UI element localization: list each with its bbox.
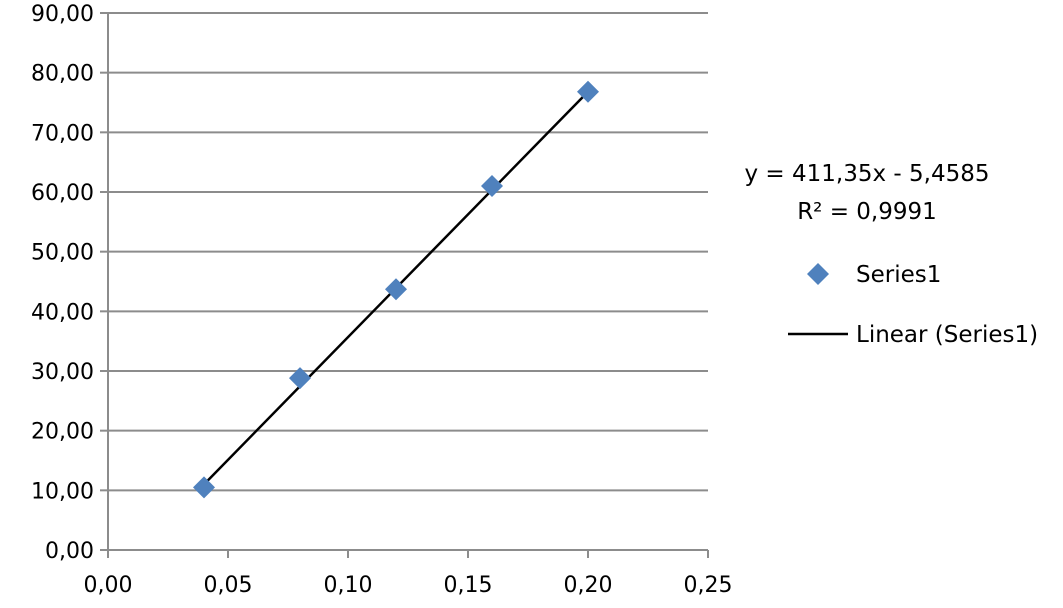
x-tick-label: 0,10 <box>324 573 373 598</box>
x-tick-label: 0,15 <box>444 573 493 598</box>
data-point <box>577 80 599 103</box>
x-tick-label: 0,25 <box>684 573 733 598</box>
legend-item-series1: Series1 <box>807 262 941 288</box>
y-tick-label: 0,00 <box>45 539 94 564</box>
y-tick-label: 90,00 <box>31 2 94 27</box>
trendline-r-squared-text: R² = 0,9991 <box>797 199 937 225</box>
legend: Series1 Linear (Series1) <box>788 262 1038 348</box>
y-tick-label: 40,00 <box>31 300 94 325</box>
x-tick-label: 0,00 <box>84 573 133 598</box>
gridlines <box>108 12 708 492</box>
x-tick-label: 0,05 <box>204 573 253 598</box>
data-point <box>193 476 215 499</box>
data-point <box>289 367 311 390</box>
data-points <box>193 80 599 499</box>
legend-label-series1: Series1 <box>856 262 941 288</box>
y-axis-tick-labels: 0,00 10,00 20,00 30,00 40,00 50,00 60,00 70,00 8… <box>31 2 94 564</box>
y-tick-label: 50,00 <box>31 241 94 266</box>
y-tick-label: 20,00 <box>31 420 94 445</box>
x-axis-tick-labels: 0,00 0,05 0,10 0,15 0,20 0,25 <box>84 573 733 598</box>
data-point <box>481 175 503 198</box>
y-tick-label: 60,00 <box>31 181 94 206</box>
y-tick-label: 70,00 <box>31 121 94 146</box>
legend-label-linear: Linear (Series1) <box>856 322 1038 348</box>
y-tick-label: 30,00 <box>31 360 94 385</box>
x-tick-label: 0,20 <box>564 573 613 598</box>
axes <box>100 12 709 558</box>
data-point <box>385 278 407 301</box>
y-tick-label: 10,00 <box>31 479 94 504</box>
trendline-equation: y = 411,35x - 5,4585 R² = 0,9991 <box>745 161 990 225</box>
legend-item-linear: Linear (Series1) <box>788 322 1038 348</box>
legend-marker-diamond <box>807 263 829 285</box>
trendline-equation-text: y = 411,35x - 5,4585 <box>745 161 990 187</box>
y-tick-label: 80,00 <box>31 62 94 87</box>
